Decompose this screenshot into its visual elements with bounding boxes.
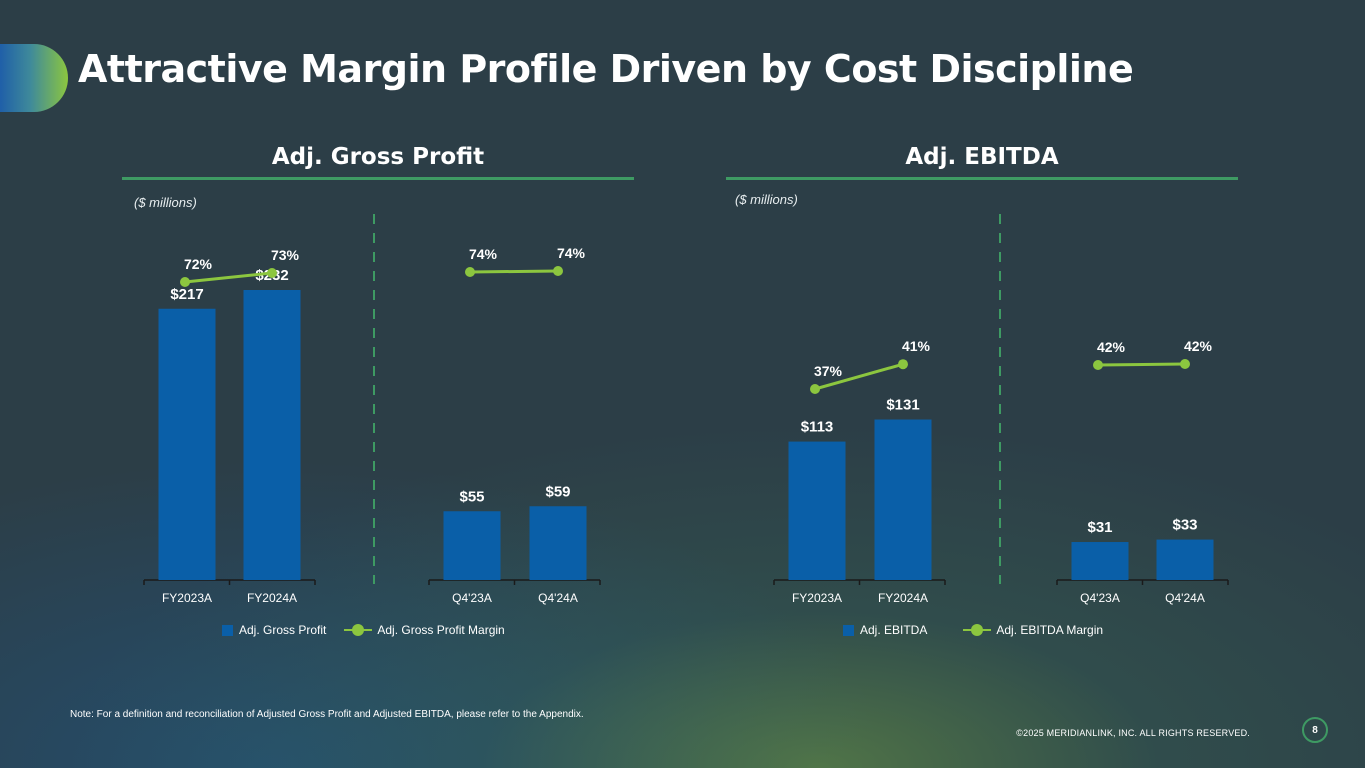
x-tick-label: FY2024A (247, 591, 297, 605)
bar (1071, 542, 1129, 580)
x-tick-label: FY2023A (792, 591, 842, 605)
margin-point (180, 277, 190, 287)
bar (1156, 539, 1214, 580)
bar (158, 308, 216, 580)
legend-line-label: Adj. Gross Profit Margin (377, 623, 505, 637)
ebitda-section-rule (726, 177, 1238, 180)
margin-label: 74% (469, 246, 498, 262)
page-title: Attractive Margin Profile Driven by Cost… (78, 47, 1134, 91)
legend-line-marker (963, 624, 992, 636)
bar-value-label: $55 (459, 488, 484, 505)
legend-line-marker (344, 624, 373, 636)
legend-bar-swatch (843, 624, 854, 636)
legend-line-label: Adj. EBITDA Margin (996, 623, 1104, 637)
margin-label: 41% (902, 338, 931, 354)
x-tick-label: Q4'23A (1080, 591, 1120, 605)
bar-value-label: $217 (170, 286, 203, 303)
x-tick-label: Q4'24A (1165, 591, 1205, 605)
bar (443, 511, 501, 580)
x-tick-label: Q4'24A (538, 591, 578, 605)
bar-value-label: $59 (545, 483, 570, 500)
title-accent-tab (0, 44, 68, 112)
margin-point (898, 359, 908, 370)
bar-value-label: $113 (801, 419, 834, 436)
margin-point (1180, 359, 1190, 369)
legend-bar-swatch (222, 624, 233, 636)
margin-label: 37% (814, 363, 843, 379)
bar (874, 419, 932, 580)
gross-profit-units-label: ($ millions) (134, 195, 197, 210)
margin-label: 42% (1097, 339, 1126, 355)
margin-label: 73% (271, 247, 300, 263)
margin-point (1093, 360, 1103, 370)
gross-profit-section-title: Adj. Gross Profit (271, 144, 485, 170)
gross-profit-legend: Adj. Gross Profit Adj. Gross Profit Marg… (222, 623, 505, 637)
page-number: 8 (1302, 717, 1328, 743)
margin-point (810, 384, 820, 394)
margin-point (465, 267, 475, 277)
margin-point (553, 266, 563, 276)
margin-point (267, 268, 277, 278)
legend-bar-label: Adj. EBITDA (860, 623, 928, 637)
ebitda-units-label: ($ millions) (735, 192, 798, 207)
margin-line (1097, 362, 1186, 367)
x-tick-label: Q4'23A (452, 591, 492, 605)
margin-line (814, 362, 904, 391)
margin-label: 42% (1184, 338, 1213, 354)
bar-value-label: $33 (1172, 517, 1197, 534)
margin-label: 72% (184, 256, 213, 272)
gross-profit-section-rule (122, 177, 634, 180)
bar (788, 441, 846, 580)
x-tick-label: FY2023A (162, 591, 212, 605)
copyright-notice: ©2025 MERIDIANLINK, INC. ALL RIGHTS RESE… (1016, 728, 1250, 738)
legend-bar-label: Adj. Gross Profit (239, 623, 327, 637)
footnote: Note: For a definition and reconciliatio… (70, 709, 584, 720)
margin-label: 74% (557, 245, 586, 261)
bar-value-label: $131 (886, 397, 919, 414)
bar (243, 290, 301, 580)
bar (529, 506, 587, 580)
margin-line (184, 271, 273, 284)
margin-line (469, 269, 559, 274)
ebitda-section-title: Adj. EBITDA (905, 144, 1059, 170)
bar-value-label: $31 (1087, 519, 1112, 536)
x-tick-label: FY2024A (878, 591, 928, 605)
ebitda-legend: Adj. EBITDA Adj. EBITDA Margin (843, 623, 1103, 637)
